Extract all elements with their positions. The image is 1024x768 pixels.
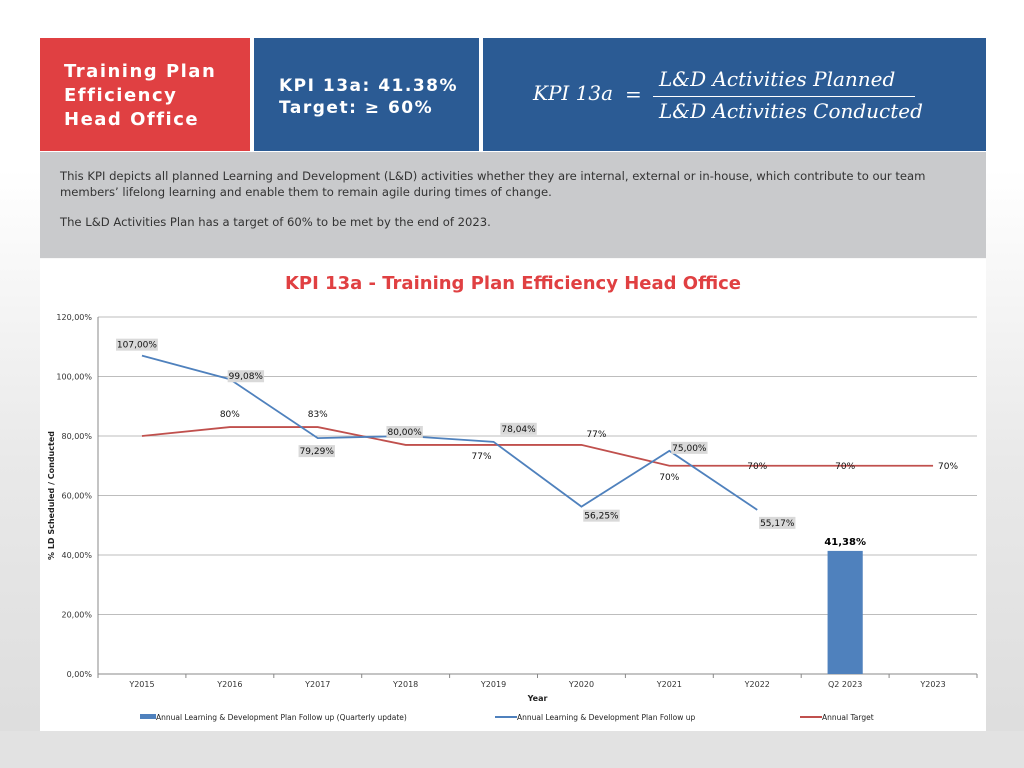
bar xyxy=(827,550,863,674)
target-data-label: 80% xyxy=(220,410,240,420)
y-tick-label: 60,00% xyxy=(61,492,92,501)
y-tick-label: 40,00% xyxy=(61,551,92,560)
followup-label-box xyxy=(671,441,708,454)
kpi-value: KPI 13a: 41.38% xyxy=(279,76,459,96)
y-tick-label: 20,00% xyxy=(61,611,92,620)
followup-label-box xyxy=(386,426,423,438)
x-tick-label: Q2 2023 xyxy=(828,680,862,689)
followup-data-label: 78,04% xyxy=(501,425,536,435)
followup-data-label: 75,00% xyxy=(672,444,707,454)
chart-panel: KPI 13a - Training Plan Efficiency Head … xyxy=(40,259,986,731)
followup-series-line xyxy=(141,354,758,511)
target-data-label: 77% xyxy=(586,430,606,440)
x-tick-label: Y2022 xyxy=(744,680,770,689)
target-data-label: 83% xyxy=(308,410,328,420)
description-paragraph-2: The L&D Activities Plan has a target of … xyxy=(60,215,491,229)
formula-equals: = xyxy=(625,82,642,106)
followup-data-label: 79,29% xyxy=(300,447,335,457)
title-line-3: Head Office xyxy=(64,109,200,130)
formula-fraction-bar xyxy=(653,96,915,97)
description-paragraph-1: This KPI depicts all planned Learning an… xyxy=(60,169,926,199)
followup-data-label: 99,08% xyxy=(229,372,264,382)
x-axis-title: Year xyxy=(527,694,548,703)
y-tick-label: 80,00% xyxy=(61,432,92,441)
x-tick-label: Y2020 xyxy=(568,680,594,689)
x-tick-label: Y2017 xyxy=(304,680,330,689)
x-tick-label: Y2019 xyxy=(480,680,506,689)
followup-data-label: 80,00% xyxy=(387,428,422,438)
kpi-summary: KPI 13a: 41.38% Target: ≥ 60% xyxy=(254,38,688,151)
bar-label: 41,38% xyxy=(824,537,866,548)
formula-numerator: L&D Activities Planned xyxy=(659,67,896,91)
title-line-1: Training Plan xyxy=(64,61,217,82)
followup-label-box xyxy=(116,338,158,351)
legend-label: Annual Target xyxy=(822,713,874,722)
target-data-label: 70% xyxy=(747,462,767,472)
y-tick-label: 100,00% xyxy=(56,373,92,382)
kpi-description: This KPI depicts all planned Learning an… xyxy=(40,152,986,258)
x-tick-label: Y2021 xyxy=(656,680,682,689)
bottom-strip xyxy=(0,731,1024,768)
target-data-label: 77% xyxy=(472,452,492,462)
x-tick-label: Y2015 xyxy=(128,680,154,689)
legend-swatch xyxy=(140,714,156,719)
chart-svg: 0,00% 20,00% 40,00% 60,00% 80,00% 100,00% 120,… xyxy=(47,313,978,722)
x-tick-label: Y2018 xyxy=(392,680,418,689)
followup-label-box xyxy=(227,370,265,383)
followup-label-box xyxy=(583,509,620,522)
y-tick-label: 120,00% xyxy=(56,313,92,322)
followup-label-box xyxy=(500,422,537,435)
legend-label: Annual Learning & Development Plan Follo… xyxy=(156,713,407,722)
kpi-target: Target: ≥ 60% xyxy=(279,98,434,118)
kpi-formula: KPI 13a = L&D Activities Planned L&D Act… xyxy=(483,38,986,151)
followup-data-label: 56,25% xyxy=(584,512,619,522)
target-series-line xyxy=(141,426,934,467)
title-line-2: Efficiency xyxy=(64,85,178,106)
followup-label-box xyxy=(759,516,796,529)
followup-label-box xyxy=(298,445,335,458)
followup-data-label: 55,17% xyxy=(760,519,795,529)
x-tick-label: Y2016 xyxy=(216,680,242,689)
header: Training Plan Efficiency Head Office KPI… xyxy=(40,38,986,151)
target-data-label: 70% xyxy=(835,462,855,472)
x-tick-label: Y2023 xyxy=(919,680,945,689)
target-data-label: 70% xyxy=(659,473,679,483)
legend-label: Annual Learning & Development Plan Follo… xyxy=(517,713,696,722)
formula-lhs: KPI 13a xyxy=(533,81,614,105)
formula-denominator: L&D Activities Conducted xyxy=(659,99,923,123)
followup-data-label: 107,00% xyxy=(117,341,157,351)
y-axis-title: % LD Scheduled / Conducted xyxy=(47,431,56,560)
y-tick-label: 0,00% xyxy=(67,670,93,679)
report-title: Training Plan Efficiency Head Office xyxy=(40,38,250,151)
chart-title: KPI 13a - Training Plan Efficiency Head … xyxy=(284,273,742,294)
target-data-label: 70% xyxy=(938,462,958,472)
